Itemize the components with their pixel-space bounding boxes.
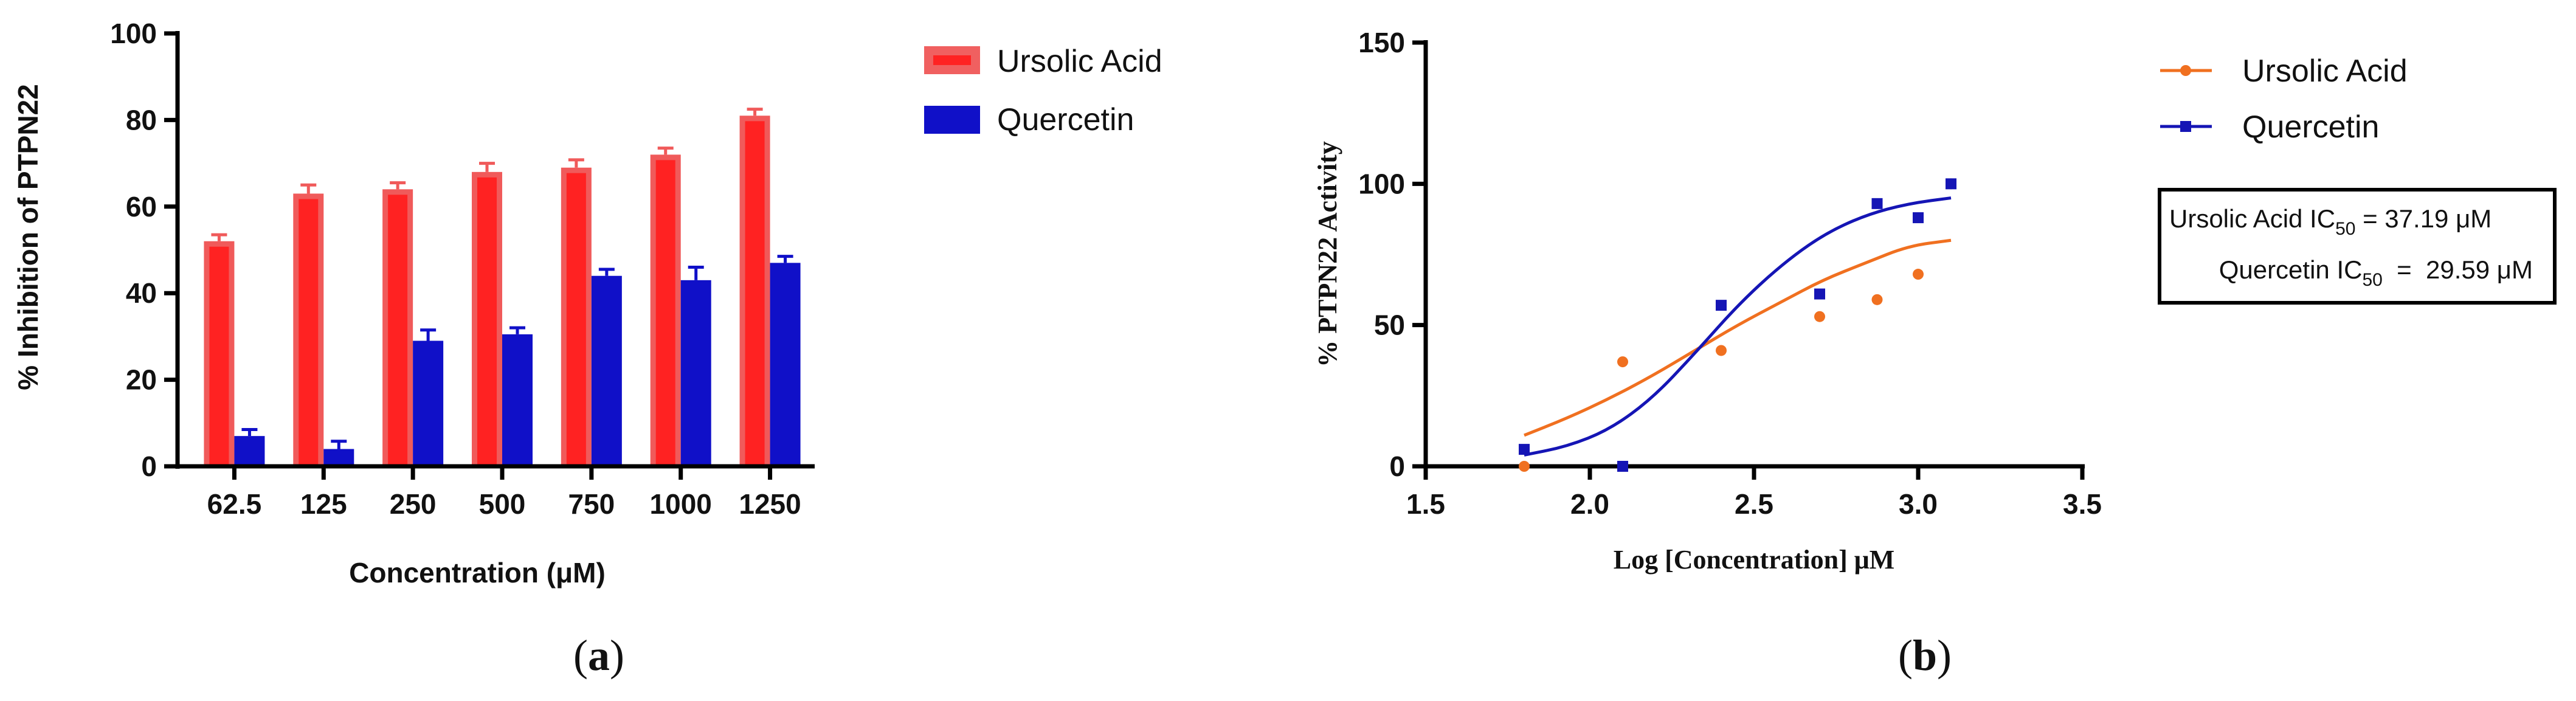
point-ursolic-acid <box>1617 356 1628 368</box>
a-legend: Ursolic Acid Quercetin <box>924 44 1162 137</box>
bar-ursolic-acid-fill <box>655 160 675 466</box>
a-legend-label-ursolic: Ursolic Acid <box>997 44 1162 79</box>
point-quercetin <box>1946 178 1956 190</box>
a-y-tick-label: 20 <box>126 364 157 396</box>
bar-ursolic-acid-fill <box>209 246 229 466</box>
curve-ursolic-acid <box>1524 238 1952 437</box>
a-y-tick-label: 80 <box>126 104 157 136</box>
bar-quercetin <box>680 280 711 466</box>
point-quercetin <box>1814 288 1825 300</box>
b-legend: Ursolic Acid Quercetin <box>2160 54 2408 145</box>
point-quercetin <box>1913 212 1924 224</box>
a-x-tick-label: 750 <box>568 488 615 520</box>
a-y-tick-label: 40 <box>126 277 157 309</box>
ic50-box: Ursolic Acid IC50 = 37.19 μM Quercetin I… <box>2158 188 2568 305</box>
bar-quercetin <box>413 340 444 466</box>
a-x-tick-label: 250 <box>390 488 437 520</box>
point-quercetin <box>1617 461 1628 472</box>
b-y-tick-label: 0 <box>1389 451 1405 482</box>
point-ursolic-acid <box>1871 294 1883 305</box>
point-quercetin <box>1519 444 1530 455</box>
a-y-tick-label: 60 <box>126 191 157 223</box>
a-y-tick-label: 100 <box>110 18 157 49</box>
bar-ursolic-acid-fill <box>388 195 408 466</box>
b-legend-marker-quercetin <box>2180 121 2191 132</box>
b-xlabel: Log [Concentration] μM <box>1614 545 1894 575</box>
bar-ursolic-acid-fill <box>477 177 497 466</box>
b-legend-label-quercetin: Quercetin <box>2242 109 2379 145</box>
a-ylabel: % Inhibition of PTPN22 <box>12 84 44 390</box>
b-legend-marker-ursolic <box>2180 65 2191 76</box>
a-x-tick-label: 1250 <box>739 488 801 520</box>
b-x-tick-label: 2.5 <box>1735 488 1773 520</box>
a-legend-swatch-ursolic-inner <box>933 55 971 65</box>
bar-ursolic-acid-fill <box>299 199 319 466</box>
b-x-tick-label: 1.5 <box>1406 488 1445 520</box>
bar-quercetin <box>323 449 354 466</box>
a-x-tick-label: 125 <box>300 488 347 520</box>
ic50-box-border <box>2158 188 2557 305</box>
a-xlabel: Concentration (μM) <box>349 557 606 589</box>
point-quercetin <box>1871 198 1883 209</box>
b-x-tick-label: 2.0 <box>1570 488 1609 520</box>
panel-label-b: (b) <box>1898 631 1952 680</box>
bar-ursolic-acid-fill <box>745 121 765 466</box>
point-ursolic-acid <box>1814 311 1825 322</box>
b-y-tick-label: 100 <box>1358 168 1405 199</box>
a-legend-swatch-quercetin <box>924 106 980 134</box>
a-x-tick-label: 1000 <box>650 488 712 520</box>
b-y-tick-label: 50 <box>1374 309 1405 341</box>
b-legend-label-ursolic: Ursolic Acid <box>2242 54 2408 89</box>
point-quercetin <box>1716 300 1727 311</box>
ic50-line-ursolic: Ursolic Acid IC50 = 37.19 μM <box>2169 204 2491 239</box>
panel-label-a: (a) <box>573 631 624 680</box>
a-x-tick-label: 500 <box>479 488 526 520</box>
bar-quercetin <box>770 263 801 466</box>
b-x-tick-label: 3.5 <box>2063 488 2102 520</box>
a-legend-label-quercetin: Quercetin <box>997 102 1134 137</box>
b-x-tick-label: 3.0 <box>1899 488 1938 520</box>
bar-quercetin <box>502 334 533 466</box>
point-ursolic-acid <box>1519 461 1530 472</box>
ic50-line-quercetin: Quercetin IC50 = 29.59 μM <box>2169 255 2568 290</box>
a-x-tick-label: 62.5 <box>207 488 262 520</box>
bar-ursolic-acid-fill <box>566 173 586 466</box>
b-y-tick-label: 150 <box>1358 27 1405 58</box>
a-y-tick-label: 0 <box>141 451 157 482</box>
curve-quercetin <box>1524 196 1952 457</box>
bar-quercetin <box>591 275 622 466</box>
point-ursolic-acid <box>1716 345 1727 356</box>
bar-quercetin <box>234 436 265 466</box>
b-ylabel: % PTPN22 Activity <box>1313 141 1342 367</box>
point-ursolic-acid <box>1913 269 1924 280</box>
